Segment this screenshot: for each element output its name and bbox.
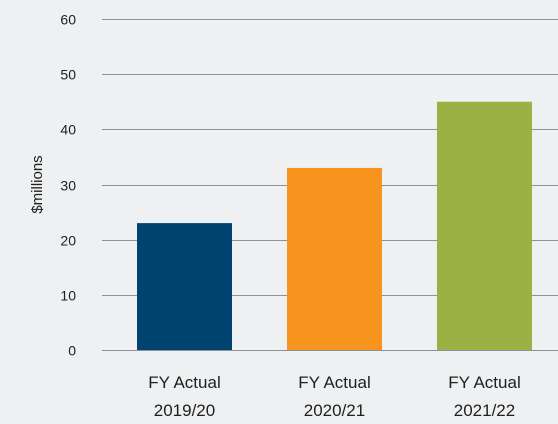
x-category-label-line: FY Actual — [448, 373, 520, 392]
y-axis-tick-labels: 0 10 20 30 40 50 60 — [60, 12, 76, 359]
bar-2 — [287, 167, 382, 350]
y-tick-label: 20 — [60, 233, 76, 249]
bar-1 — [137, 223, 232, 350]
y-tick-label: 50 — [60, 67, 76, 83]
y-tick-label: 60 — [60, 12, 76, 28]
x-category-label: FY Actual 2021/22 — [448, 373, 520, 420]
bars — [137, 101, 532, 350]
x-category-label-line: 2020/21 — [304, 401, 365, 420]
y-tick-label: 0 — [68, 343, 76, 359]
x-category-label-line: 2019/20 — [154, 401, 215, 420]
x-category-label-line: 2021/22 — [454, 401, 515, 420]
y-axis-title: $millions — [29, 155, 46, 213]
x-category-label: FY Actual 2020/21 — [298, 373, 370, 420]
x-category-label: FY Actual 2019/20 — [148, 373, 220, 420]
x-category-label-line: FY Actual — [148, 373, 220, 392]
x-category-label-line: FY Actual — [298, 373, 370, 392]
y-tick-label: 10 — [60, 288, 76, 304]
y-tick-label: 40 — [60, 122, 76, 138]
y-tick-label: 30 — [60, 178, 76, 194]
bar-3 — [437, 101, 532, 350]
